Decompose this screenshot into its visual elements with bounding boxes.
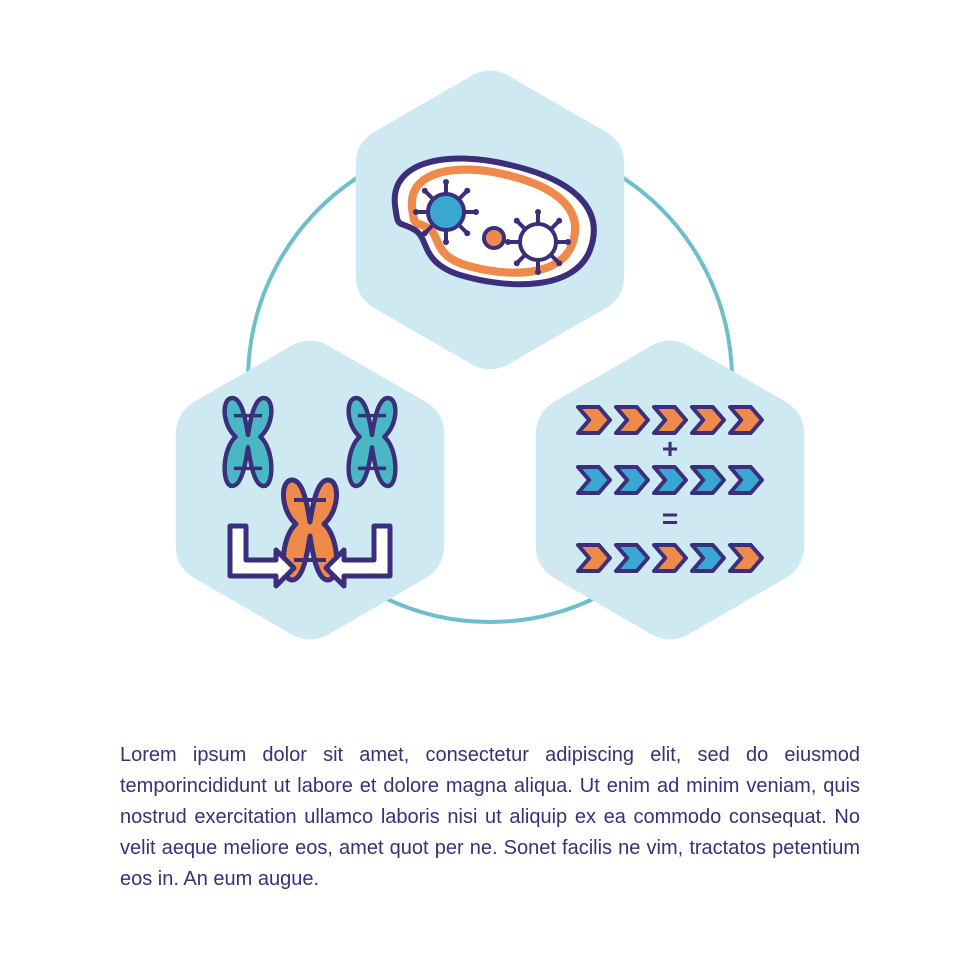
plus-symbol: + <box>662 433 678 464</box>
genetics-diagram: += <box>0 0 980 720</box>
hexagon-left <box>176 341 444 640</box>
infographic-canvas: += Lorem ipsum dolor sit amet, consectet… <box>0 0 980 980</box>
virus-icon <box>413 179 479 245</box>
equals-symbol: = <box>662 503 678 534</box>
virus-icon <box>505 209 571 275</box>
description-paragraph: Lorem ipsum dolor sit amet, consectetur … <box>120 740 860 895</box>
